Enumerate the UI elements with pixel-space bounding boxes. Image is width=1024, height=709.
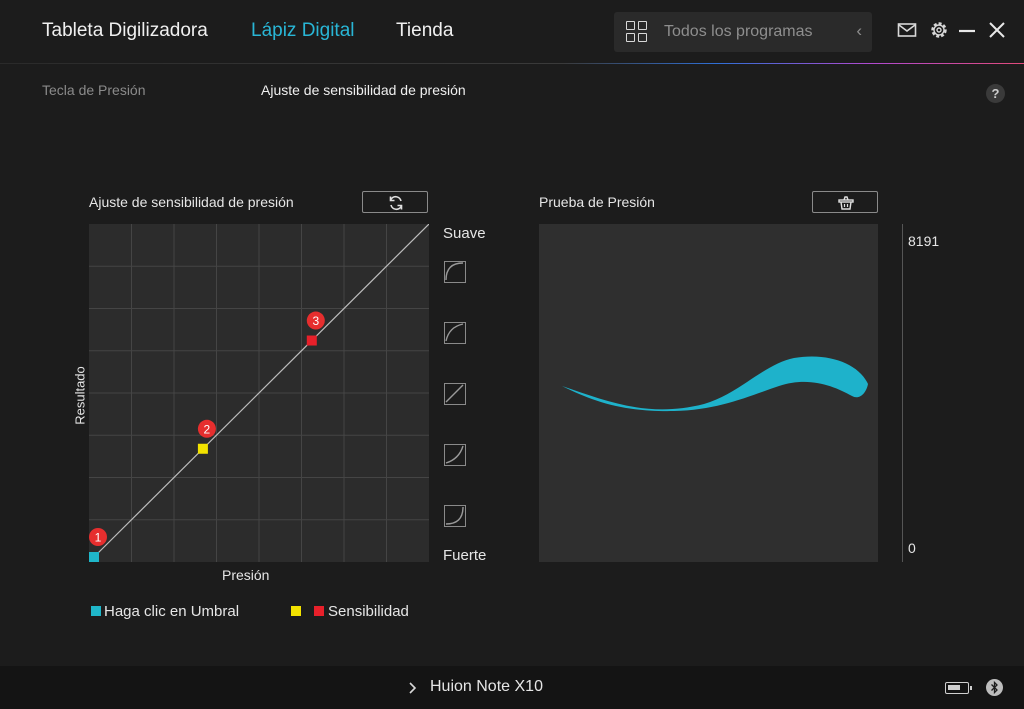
- refresh-icon: [389, 195, 403, 211]
- threshold-legend-swatch: [91, 606, 101, 616]
- sensitivity-legend-swatch-red: [314, 606, 324, 616]
- point-badge-label-1: 1: [95, 531, 102, 545]
- chevron-right-icon[interactable]: [408, 682, 418, 694]
- curve-point-1[interactable]: [89, 552, 99, 562]
- sensitivity-legend-label: Sensibilidad: [328, 603, 409, 620]
- tab-pen[interactable]: Lápiz Digital: [251, 20, 355, 41]
- point-badge-2: [197, 419, 216, 438]
- top-bar: Tableta Digilizadora Lápiz Digital Tiend…: [0, 0, 1024, 64]
- trash-icon: [838, 196, 854, 210]
- clear-test-button[interactable]: [812, 191, 878, 213]
- curve-point-2[interactable]: [197, 443, 208, 454]
- pressure-curve-svg[interactable]: 1 2 3: [89, 223, 430, 562]
- curve-soft-2-icon[interactable]: [444, 261, 466, 283]
- pressure-curve-line: [93, 223, 430, 558]
- pressure-max-value: 8191: [908, 233, 940, 249]
- soft-label: Suave: [443, 225, 486, 242]
- mail-icon[interactable]: [897, 20, 917, 40]
- y-axis-label: Resultado: [72, 366, 88, 425]
- header-divider: [0, 63, 1024, 64]
- tab-pressure-key[interactable]: Tecla de Presión: [42, 82, 146, 98]
- pressure-scale-bar: [902, 224, 903, 562]
- program-selector[interactable]: Todos los programas ‹: [614, 12, 872, 52]
- minimize-icon[interactable]: [957, 20, 977, 40]
- point-badge-3: [306, 311, 325, 330]
- app-grid-icon: [626, 21, 648, 43]
- sensitivity-legend-swatch-yellow: [291, 606, 301, 616]
- pressure-test-area[interactable]: [539, 224, 878, 562]
- curve-soft-1-icon[interactable]: [444, 322, 466, 344]
- x-axis-label: Presión: [222, 567, 270, 583]
- point-badge-label-3: 3: [312, 314, 319, 328]
- test-panel-title: Prueba de Presión: [539, 194, 655, 210]
- program-selector-label: Todos los programas: [664, 23, 813, 40]
- curve-point-3[interactable]: [306, 335, 317, 346]
- curve-panel-title: Ajuste de sensibilidad de presión: [89, 194, 294, 210]
- point-badge-label-2: 2: [204, 422, 211, 436]
- hard-label: Fuerte: [443, 547, 487, 564]
- curve-hard-1-icon[interactable]: [444, 444, 466, 466]
- threshold-legend-label: Haga clic en Umbral: [104, 603, 240, 620]
- pressure-curve-plot[interactable]: 1 2 3: [89, 223, 430, 562]
- battery-icon: [945, 682, 972, 694]
- bluetooth-icon: [986, 679, 1003, 696]
- pressure-stroke: [562, 356, 868, 412]
- reset-curve-button[interactable]: [362, 191, 428, 213]
- status-footer: Huion Note X10: [0, 666, 1024, 709]
- tab-store[interactable]: Tienda: [396, 20, 454, 41]
- tab-pressure-sensitivity[interactable]: Ajuste de sensibilidad de presión: [261, 82, 466, 98]
- close-icon[interactable]: [987, 20, 1007, 40]
- device-name[interactable]: Huion Note X10: [430, 678, 543, 695]
- point-badge-1: [89, 528, 107, 546]
- curve-linear-icon[interactable]: [444, 383, 466, 405]
- pressure-min-value: 0: [908, 540, 916, 556]
- help-icon[interactable]: ?: [986, 84, 1005, 103]
- curve-hard-2-icon[interactable]: [444, 505, 466, 527]
- tab-tablet[interactable]: Tableta Digilizadora: [42, 20, 208, 41]
- gear-icon[interactable]: [929, 20, 949, 40]
- chevron-left-icon[interactable]: ‹: [856, 21, 862, 40]
